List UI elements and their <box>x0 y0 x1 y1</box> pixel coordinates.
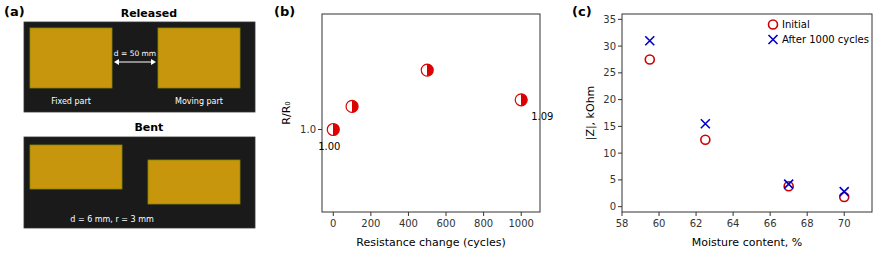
scatter-panel: (b) 0 200 400 600 800 1000 1.0 Resistance change… <box>274 4 553 249</box>
panel-label: (c) <box>572 4 592 19</box>
y-tick <box>618 206 622 207</box>
y-tick-label: 0 <box>610 201 616 212</box>
y-tick <box>618 19 622 20</box>
data-label: 1.00 <box>318 141 340 152</box>
y-tick-label: 1.0 <box>300 124 316 135</box>
fixed-block <box>30 28 112 88</box>
x-tick-label: 66 <box>764 218 777 229</box>
point <box>840 187 849 196</box>
y-tick <box>618 72 622 73</box>
y-tick-label: 25 <box>603 67 616 78</box>
arrow-head <box>114 59 119 65</box>
x-tick <box>659 212 660 216</box>
part-label: Moving part <box>175 97 223 106</box>
dimension-arrow <box>118 62 152 63</box>
x-tick <box>483 212 484 216</box>
legend-marker <box>769 35 778 44</box>
x-tick <box>807 212 808 216</box>
x-tick <box>521 212 522 216</box>
figure: (a) Released d = 50 mm Fixed part Moving par… <box>0 0 892 262</box>
y-tick-label: 20 <box>603 94 616 105</box>
y-tick <box>618 179 622 180</box>
plot-frame <box>622 14 872 212</box>
legend: Initial After 1000 cycles <box>769 19 869 45</box>
fixed-block <box>30 145 122 189</box>
y-tick <box>618 46 622 47</box>
x-tick-label: 70 <box>838 218 851 229</box>
point <box>346 100 358 112</box>
data-label: 1.09 <box>531 111 553 122</box>
x-tick <box>770 212 771 216</box>
x-tick <box>333 212 334 216</box>
dimension-label: d = 6 mm, r = 3 mm <box>70 215 154 224</box>
image-background <box>24 137 255 228</box>
moving-block <box>148 160 240 204</box>
point <box>701 135 710 144</box>
image-background <box>24 22 255 112</box>
arrow-head <box>151 59 156 65</box>
point <box>421 64 433 76</box>
scatter-panel: (c) 58 60 62 64 66 68 70 0 5 10 15 20 25 30 35 Moisture … <box>572 4 872 249</box>
x-tick <box>844 212 845 216</box>
y-tick-label: 35 <box>603 14 616 25</box>
point <box>701 119 710 128</box>
x-tick-label: 800 <box>474 218 493 229</box>
point <box>645 55 654 64</box>
point <box>515 94 527 106</box>
y-tick <box>618 99 622 100</box>
marks <box>327 64 527 135</box>
panel-label: (b) <box>274 4 295 19</box>
point <box>327 124 339 136</box>
dimension-label: d = 50 mm <box>114 49 156 58</box>
x-axis-label: Moisture content, % <box>692 236 802 249</box>
x-tick-label: 60 <box>653 218 666 229</box>
x-tick-label: 600 <box>436 218 455 229</box>
y-tick-label: 10 <box>603 148 616 159</box>
x-tick <box>408 212 409 216</box>
y-tick <box>618 153 622 154</box>
x-axis-label: Resistance change (cycles) <box>356 236 506 249</box>
x-tick <box>696 212 697 216</box>
image-label: Bent <box>134 121 163 134</box>
x-tick <box>446 212 447 216</box>
marks <box>645 36 848 201</box>
diagram: (a) Released d = 50 mm Fixed part Moving par… <box>4 4 255 228</box>
plot-frame <box>322 14 540 212</box>
image-label: Released <box>121 7 177 20</box>
x-tick-label: 1000 <box>508 218 533 229</box>
x-tick-label: 62 <box>690 218 703 229</box>
moving-block <box>158 28 240 88</box>
y-tick-label: 5 <box>610 174 616 185</box>
x-tick-label: 58 <box>616 218 629 229</box>
x-tick <box>370 212 371 216</box>
point <box>645 36 654 45</box>
y-tick <box>318 129 322 130</box>
y-tick-label: 30 <box>603 41 616 52</box>
part-label: Fixed part <box>51 97 91 106</box>
x-tick-label: 64 <box>727 218 740 229</box>
y-axis-label: |Z|, kOhm <box>584 86 597 141</box>
point <box>784 180 793 189</box>
x-tick-label: 0 <box>330 218 336 229</box>
y-tick <box>618 126 622 127</box>
x-tick-label: 68 <box>801 218 814 229</box>
legend-label: After 1000 cycles <box>782 34 869 45</box>
legend-marker <box>769 20 778 29</box>
x-tick-label: 400 <box>399 218 418 229</box>
legend-label: Initial <box>782 19 810 30</box>
x-tick <box>733 212 734 216</box>
y-axis-label: R/R₀ <box>280 101 293 125</box>
x-tick-label: 200 <box>361 218 380 229</box>
y-tick-label: 15 <box>603 121 616 132</box>
panel-label: (a) <box>4 4 25 19</box>
x-tick <box>622 212 623 216</box>
